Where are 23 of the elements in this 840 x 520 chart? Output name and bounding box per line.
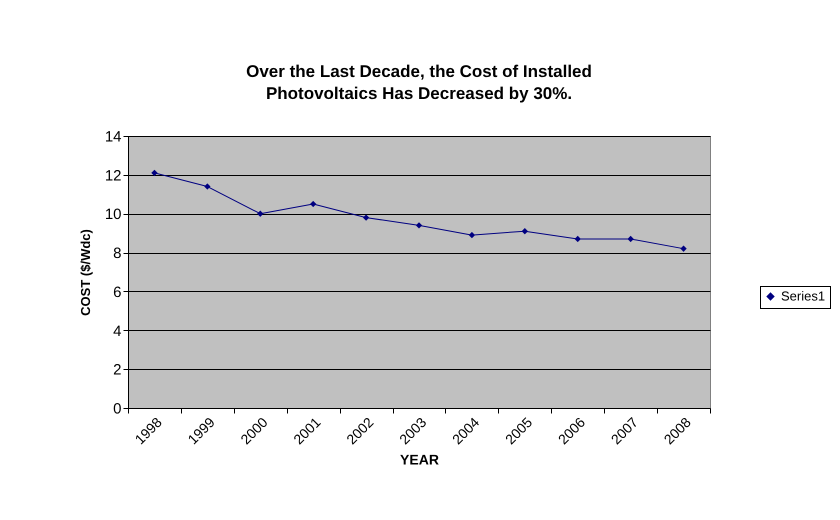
point (310, 200, 316, 208)
y-tick-label: 12 (104, 167, 122, 184)
point (522, 228, 528, 234)
point (627, 236, 634, 242)
y-axis-title: COST ($/Wdc) (78, 229, 93, 316)
point (680, 246, 687, 252)
y-tick-label: 2 (113, 362, 122, 379)
point (257, 210, 264, 217)
point (416, 222, 422, 229)
x-axis-title: YEAR (400, 451, 439, 468)
y-tick-label: 4 (113, 322, 122, 340)
y-tick-label: 14 (104, 128, 122, 146)
chart-title: Over the Last Decade, the Cost of Installed Photovoltaics Has Decreased by 30%. (246, 62, 592, 103)
y-tick-label: 6 (113, 284, 122, 301)
legend-label: Series1 (781, 288, 826, 304)
point (204, 183, 211, 190)
y-tick-label: 8 (113, 245, 122, 262)
y-tick-label: 10 (104, 206, 122, 224)
point (468, 232, 476, 238)
point (574, 236, 581, 242)
point (151, 170, 158, 176)
point (362, 214, 370, 221)
y-tick-label: 0 (113, 400, 122, 418)
